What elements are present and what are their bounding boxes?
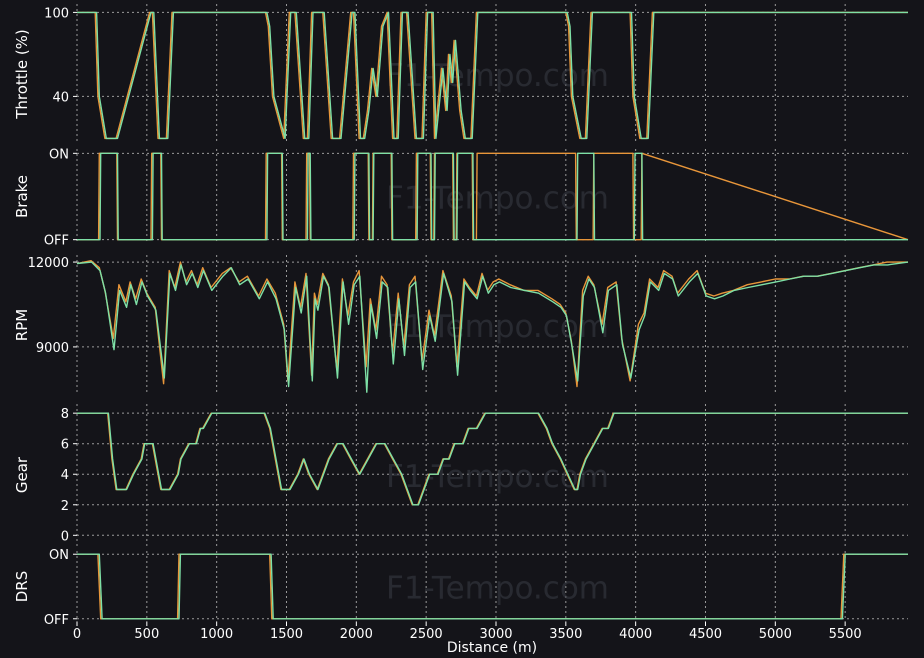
watermark-drs: F1-Tempo.com [386, 571, 609, 607]
xtick-label-8: 4000 [619, 627, 652, 642]
watermark-layer: F1-Tempo.com F1-Tempo.com F1-Tempo.com F1-T… [386, 58, 609, 607]
ytick-label-gear-2: 4 [61, 468, 69, 483]
ytick-label-gear-0: 8 [61, 407, 69, 422]
ylabel-rpm: RPM [13, 309, 31, 341]
series-layer [76, 11, 909, 620]
xtick-label-2: 1000 [200, 627, 233, 642]
ytick-label-gear-3: 2 [61, 499, 69, 514]
xtick-label-5: 2500 [410, 627, 443, 642]
series-rpm-green [76, 261, 909, 393]
series-gear-green [77, 412, 908, 506]
ytick-label-brake-0: ON [49, 147, 69, 162]
ytick-label-throttle-0: 100 [44, 6, 69, 21]
watermark-brake: F1-Tempo.com [386, 181, 609, 217]
xtick-label-9: 4500 [689, 627, 722, 642]
watermark-throttle: F1-Tempo.com [386, 58, 609, 94]
xtick-label-7: 3500 [549, 627, 582, 642]
xtick-label-10: 5000 [759, 627, 792, 642]
watermark-rpm: F1-Tempo.com [386, 309, 609, 345]
ytick-label-rpm-0: 12000 [28, 256, 69, 271]
series-throttle-green [77, 11, 908, 140]
xtick-label-4: 2000 [340, 627, 373, 642]
ytick-label-gear-1: 6 [61, 438, 69, 453]
ytick-label-gear-4: 0 [61, 529, 69, 544]
series-brake-green [77, 152, 908, 241]
series-drs-green [77, 553, 908, 620]
ytick-label-brake-1: OFF [44, 234, 69, 249]
xtick-label-11: 5500 [829, 627, 862, 642]
xtick-label-0: 0 [73, 627, 81, 642]
ylabel-gear: Gear [13, 456, 31, 493]
xtick-label-1: 500 [134, 627, 159, 642]
x-axis-label: Distance (m) [447, 640, 537, 656]
ylabel-brake: Brake [13, 175, 31, 218]
ylabel-throttle: Throttle (%) [13, 29, 31, 120]
ylabel-drs: DRS [13, 571, 31, 603]
ytick-label-throttle-1: 40 [52, 90, 69, 105]
ytick-label-drs-1: OFF [44, 613, 69, 628]
xtick-label-3: 1500 [270, 627, 303, 642]
ytick-label-drs-0: ON [49, 548, 69, 563]
ytick-label-rpm-1: 9000 [36, 341, 69, 356]
xtick-label-6: 3000 [479, 627, 512, 642]
